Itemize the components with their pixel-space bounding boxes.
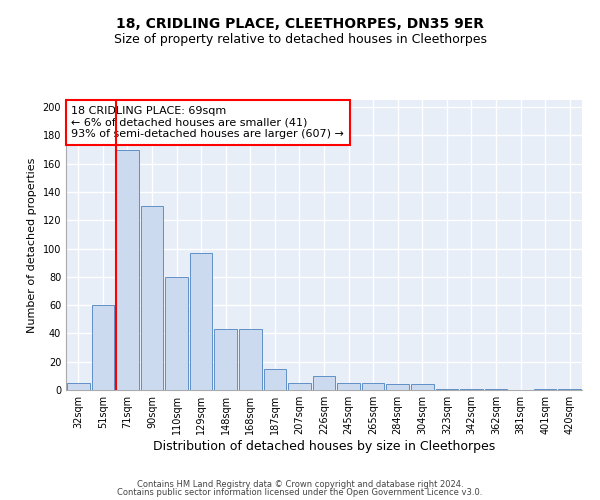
Text: 18 CRIDLING PLACE: 69sqm
← 6% of detached houses are smaller (41)
93% of semi-de: 18 CRIDLING PLACE: 69sqm ← 6% of detache… [71,106,344,139]
Bar [67,383,89,390]
Bar [436,388,458,390]
Bar [313,376,335,390]
Bar [534,388,556,390]
Bar [386,384,409,390]
Text: Contains HM Land Registry data © Crown copyright and database right 2024.: Contains HM Land Registry data © Crown c… [137,480,463,489]
X-axis label: Distribution of detached houses by size in Cleethorpes: Distribution of detached houses by size … [153,440,495,453]
Bar [337,383,360,390]
Text: Size of property relative to detached houses in Cleethorpes: Size of property relative to detached ho… [113,32,487,46]
Bar [239,329,262,390]
Bar [165,277,188,390]
Bar [288,383,311,390]
Bar [559,388,581,390]
Text: 18, CRIDLING PLACE, CLEETHORPES, DN35 9ER: 18, CRIDLING PLACE, CLEETHORPES, DN35 9E… [116,18,484,32]
Bar [362,383,385,390]
Bar [411,384,434,390]
Bar [214,329,237,390]
Bar [116,150,139,390]
Bar [263,369,286,390]
Bar [92,305,114,390]
Y-axis label: Number of detached properties: Number of detached properties [27,158,37,332]
Bar [485,388,508,390]
Bar [460,388,483,390]
Bar [140,206,163,390]
Text: Contains public sector information licensed under the Open Government Licence v3: Contains public sector information licen… [118,488,482,497]
Bar [190,253,212,390]
